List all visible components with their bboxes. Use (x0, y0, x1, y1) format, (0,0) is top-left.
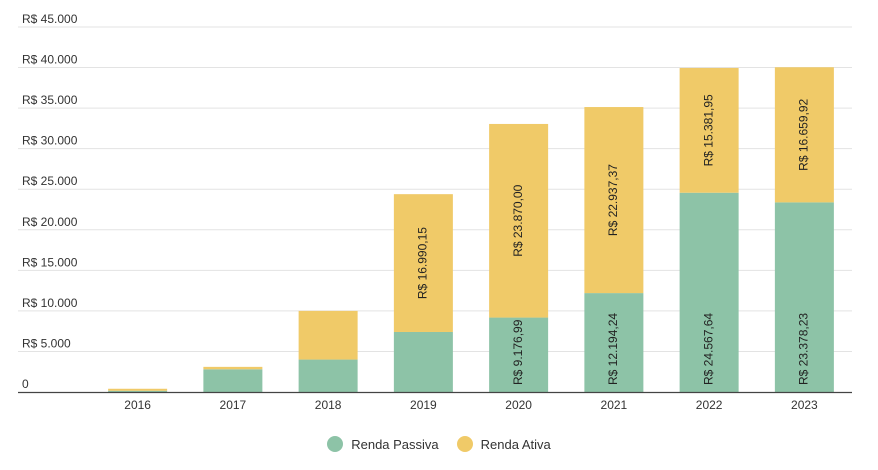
x-tick-label: 2021 (601, 398, 628, 412)
legend-swatch-renda-ativa (456, 436, 473, 452)
data-label: R$ 16.659,92 (797, 98, 811, 170)
bar-segment (584, 293, 644, 392)
bar-segment (298, 359, 358, 392)
y-tick-label: R$ 20.000 (22, 215, 78, 229)
legend: Renda Passiva Renda Ativa (0, 432, 878, 456)
x-tick-label: 2020 (505, 398, 532, 412)
y-tick-label: R$ 5.000 (22, 336, 71, 350)
bar-segment (489, 123, 549, 318)
legend-item-renda-ativa[interactable]: Renda Ativa (456, 436, 551, 452)
legend-label-renda-passiva: Renda Passiva (351, 436, 439, 452)
bar-segment (108, 388, 168, 391)
y-tick-label: R$ 30.000 (22, 134, 78, 148)
bar-segment (393, 194, 453, 332)
x-tick-label: 2018 (315, 398, 342, 412)
bar-segment (203, 366, 263, 370)
x-tick-label: 2017 (220, 398, 247, 412)
y-tick-label: R$ 25.000 (22, 174, 78, 188)
bar-segment (298, 310, 358, 360)
x-tick-label: 2019 (410, 398, 437, 412)
bar-segment (774, 202, 834, 392)
x-tick-label: 2023 (791, 398, 818, 412)
data-label: R$ 23.870,00 (511, 184, 525, 256)
data-label: R$ 12.194,24 (606, 313, 620, 385)
data-label: R$ 9.176,99 (511, 319, 525, 385)
legend-swatch-renda-passiva (327, 436, 344, 452)
bar-segment (774, 67, 834, 203)
y-tick-label: R$ 45.000 (22, 12, 78, 26)
bar-segment (108, 390, 168, 392)
data-label: R$ 24.567,64 (701, 313, 715, 385)
y-tick-label: R$ 15.000 (22, 255, 78, 269)
bar-segment (584, 107, 644, 294)
y-tick-label: R$ 40.000 (22, 53, 78, 67)
data-label: R$ 15.381,95 (701, 94, 715, 166)
bar-segment (489, 317, 549, 392)
x-tick-label: 2022 (696, 398, 723, 412)
legend-item-renda-passiva[interactable]: Renda Passiva (327, 436, 439, 452)
bar-segment (679, 192, 739, 392)
data-label: R$ 22.937,37 (606, 164, 620, 236)
data-label: R$ 16.990,15 (416, 227, 430, 299)
y-tick-label: R$ 10.000 (22, 296, 78, 310)
x-tick-label: 2016 (124, 398, 151, 412)
bar-segment (203, 369, 263, 392)
y-tick-label: 0 (22, 377, 29, 391)
data-label: R$ 23.378,23 (797, 313, 811, 385)
bar-segment (679, 67, 739, 193)
bar-segment (393, 331, 453, 392)
legend-label-renda-ativa: Renda Ativa (480, 436, 551, 452)
y-tick-label: R$ 35.000 (22, 93, 78, 107)
